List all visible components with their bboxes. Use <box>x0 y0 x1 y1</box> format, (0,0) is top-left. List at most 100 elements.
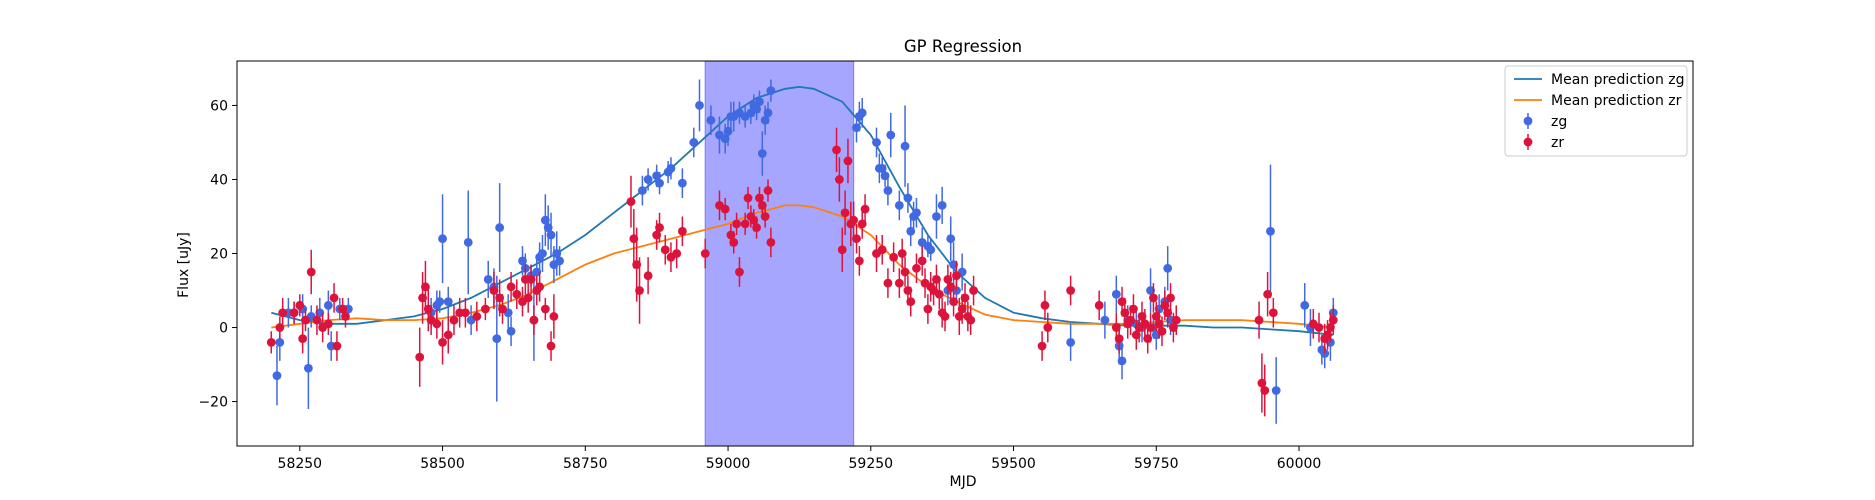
data-point <box>549 312 559 321</box>
x-tick-label: 58500 <box>420 456 465 472</box>
data-point <box>655 223 664 232</box>
legend: Mean prediction zg Mean prediction zr zg zr <box>1504 65 1688 157</box>
legend-marker-swatch <box>1523 116 1533 126</box>
data-point <box>960 293 970 303</box>
data-point <box>906 297 916 307</box>
data-point <box>289 308 299 318</box>
data-point <box>341 312 350 321</box>
data-point <box>1117 356 1127 366</box>
data-point <box>526 275 536 284</box>
data-point <box>763 186 773 195</box>
data-point <box>435 297 445 307</box>
series-zg <box>272 79 1338 424</box>
data-point <box>443 297 453 307</box>
data-point <box>720 204 730 214</box>
data-point <box>480 304 490 314</box>
data-point <box>877 245 887 255</box>
data-point <box>903 193 913 203</box>
data-point <box>932 212 941 221</box>
data-point <box>443 330 453 340</box>
data-point <box>1163 263 1173 273</box>
data-point <box>832 145 841 155</box>
data-point <box>472 312 482 321</box>
x-tick-label: 59250 <box>849 456 894 472</box>
data-point <box>489 286 499 295</box>
data-point <box>460 308 470 318</box>
data-point <box>757 149 767 158</box>
data-point <box>432 319 442 329</box>
data-point <box>940 312 950 321</box>
data-point <box>301 315 310 325</box>
data-point <box>637 186 647 195</box>
data-point <box>852 234 861 244</box>
legend-label: zr <box>1551 135 1564 151</box>
data-point <box>857 108 867 118</box>
data-point <box>1094 300 1104 310</box>
data-point <box>900 141 910 151</box>
data-point <box>854 256 864 266</box>
data-point <box>937 200 947 210</box>
data-point <box>298 334 308 344</box>
data-point <box>332 341 342 351</box>
data-point <box>1271 386 1281 395</box>
data-point <box>695 101 704 110</box>
data-point <box>689 138 699 147</box>
data-point <box>969 286 978 295</box>
data-point <box>546 230 556 240</box>
data-point <box>1166 293 1175 303</box>
y-tick-label: 0 <box>219 321 228 337</box>
data-point <box>1114 334 1124 344</box>
x-tick-label: 59750 <box>1134 456 1179 472</box>
y-axis-label: Flux [uJy] <box>176 232 192 298</box>
data-point <box>923 304 933 314</box>
data-point <box>763 108 773 118</box>
data-point <box>834 175 844 184</box>
data-point <box>1100 315 1110 325</box>
data-point <box>966 315 976 325</box>
data-point <box>449 315 459 325</box>
x-tick-label: 60000 <box>1277 456 1322 472</box>
data-point <box>506 326 516 336</box>
data-point <box>1066 337 1076 347</box>
data-point <box>1254 315 1264 325</box>
data-point <box>1260 386 1270 395</box>
data-point <box>555 256 565 266</box>
data-point <box>1300 300 1310 310</box>
data-point <box>889 252 899 262</box>
data-point <box>912 263 921 273</box>
data-point <box>837 245 847 255</box>
data-point <box>626 197 636 207</box>
data-point <box>323 319 333 329</box>
data-point <box>843 156 853 166</box>
data-point <box>1314 323 1324 332</box>
data-point <box>1111 289 1121 299</box>
data-point <box>643 175 653 184</box>
data-point <box>1171 315 1181 325</box>
data-point <box>1149 293 1158 303</box>
data-point <box>900 267 910 277</box>
legend-label: Mean prediction zg <box>1551 72 1685 88</box>
data-point <box>303 363 313 373</box>
data-point <box>706 115 716 125</box>
x-axis-label: MJD <box>950 474 977 490</box>
data-point <box>894 200 904 210</box>
data-point <box>540 304 550 314</box>
data-point <box>546 341 556 351</box>
data-point <box>752 223 761 232</box>
data-point <box>306 267 316 277</box>
data-point <box>495 223 505 232</box>
data-point <box>666 163 676 173</box>
data-point <box>872 138 881 147</box>
data-point <box>934 289 944 299</box>
data-point <box>1263 289 1273 299</box>
data-point <box>952 271 961 281</box>
data-point <box>1157 326 1167 336</box>
data-point <box>529 315 539 325</box>
chart-title: GP Regression <box>904 37 1022 56</box>
legend-box <box>1504 65 1688 157</box>
data-point <box>655 178 664 188</box>
data-point <box>840 208 850 218</box>
data-point <box>1129 304 1138 314</box>
data-point <box>498 304 507 314</box>
